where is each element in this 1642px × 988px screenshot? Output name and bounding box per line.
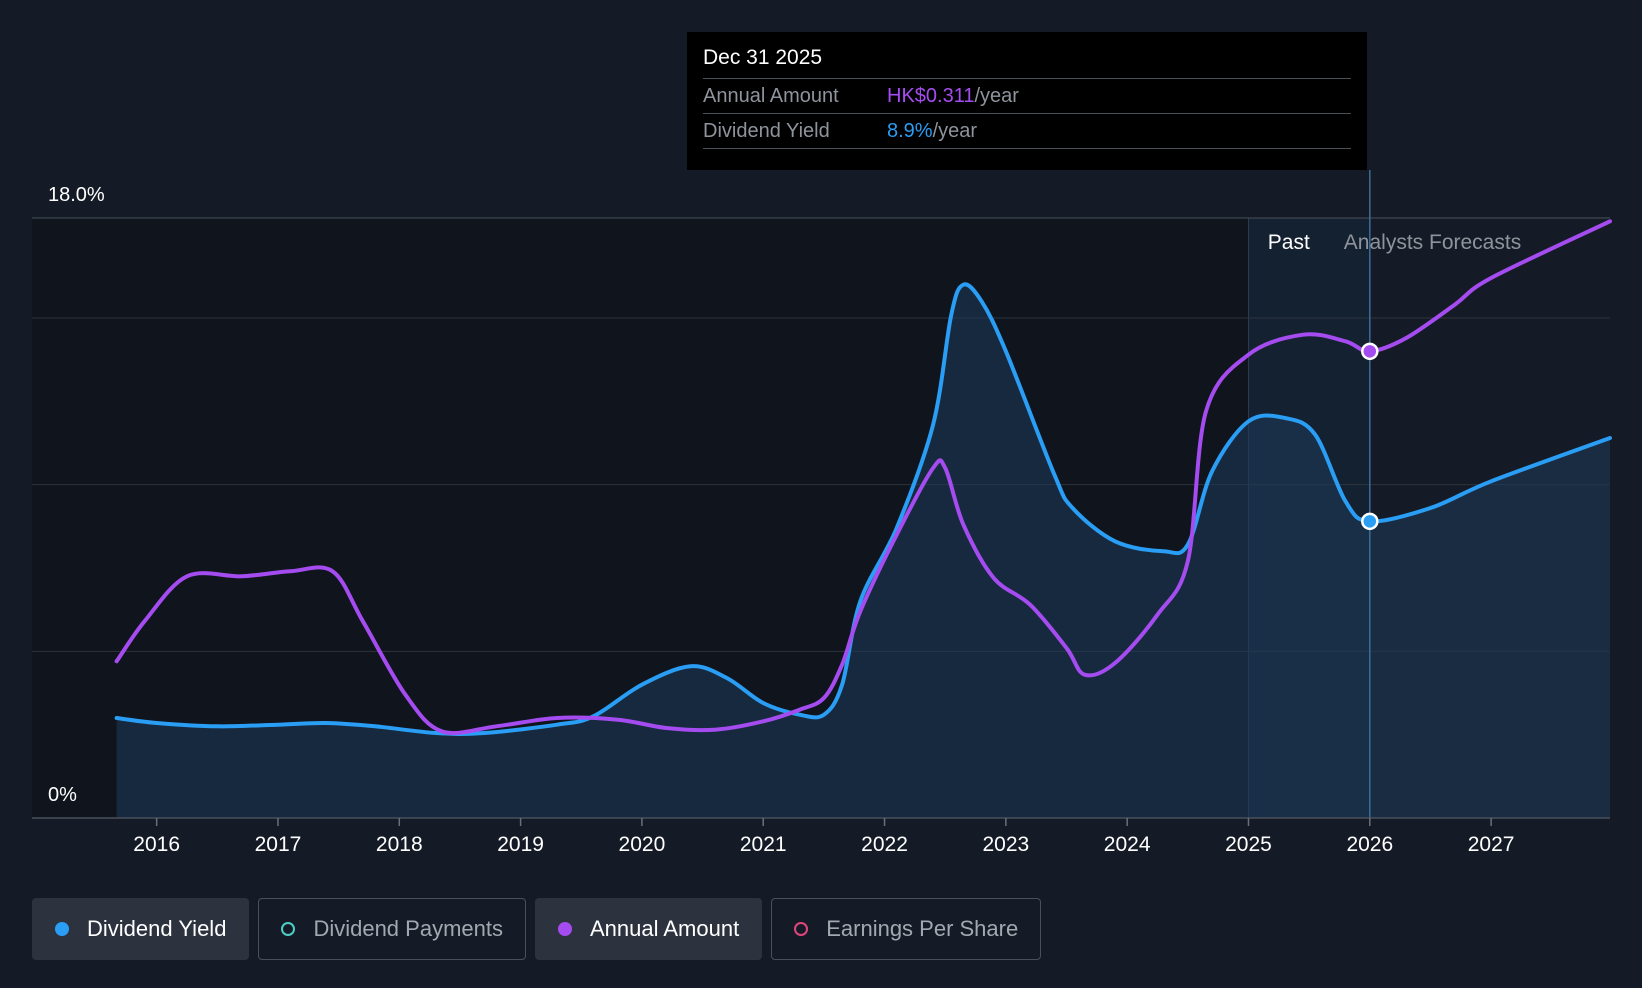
x-tick-label: 2027 [1468, 833, 1515, 856]
tooltip-annual-amount-value: HK$0.311 [887, 85, 975, 107]
legend-dividend-yield-label: Dividend Yield [87, 916, 227, 941]
tooltip-date: Dec 31 2025 [703, 46, 823, 69]
y-tick-label-bottom: 0% [48, 784, 77, 806]
annual-amount-dot-icon [557, 922, 572, 936]
y-tick-label-top: 18.0% [48, 184, 105, 206]
legend-dividend-payments-button[interactable]: Dividend Payments [258, 898, 526, 960]
x-tick-label: 2019 [497, 833, 544, 856]
tooltip: Dec 31 2025 Annual Amount HK$0.311 /year… [687, 32, 1367, 170]
analysts-forecasts-label: Analysts Forecasts [1344, 231, 1521, 254]
dividend-payments-ring-icon [281, 922, 296, 936]
past-label: Past [1268, 231, 1310, 254]
dividend-yield-dot-icon [55, 922, 69, 936]
tooltip-annual-amount-row: Annual Amount HK$0.311 /year [703, 78, 1351, 113]
tooltip-dividend-yield-label: Dividend Yield [703, 120, 830, 142]
annual-amount-line [114, 219, 1612, 736]
tooltip-dividend-yield-value: 8.9% [887, 120, 933, 142]
x-tick-label: 2026 [1346, 833, 1393, 856]
x-tick-label: 2017 [255, 833, 302, 856]
legend-dividend-payments-label: Dividend Payments [313, 916, 503, 941]
legend-annual-amount-label: Annual Amount [589, 916, 740, 941]
legend-dividend-yield-button[interactable]: Dividend Yield [32, 898, 250, 960]
annual-amount-marker [1361, 342, 1379, 361]
tooltip-annual-amount-label: Annual Amount [703, 85, 839, 107]
tooltip-dividend-yield-unit: /year [932, 120, 978, 142]
legend-earnings-per-share-label: Earnings Per Share [826, 916, 1019, 941]
x-tick-label: 2024 [1104, 833, 1151, 856]
x-tick-label: 2022 [861, 833, 908, 856]
x-tick-label: 2025 [1225, 833, 1272, 856]
x-tick-label: 2020 [619, 833, 666, 856]
dividend-yield-marker [1361, 512, 1379, 531]
legend: Dividend Yield Dividend Payments Annual … [32, 898, 1050, 960]
legend-annual-amount-button[interactable]: Annual Amount [534, 898, 763, 960]
x-tick-label: 2023 [982, 833, 1029, 856]
x-tick-label: 2018 [376, 833, 423, 856]
legend-earnings-per-share-button[interactable]: Earnings Per Share [771, 898, 1042, 960]
tooltip-dividend-yield-row: Dividend Yield 8.9% /year [703, 113, 1351, 149]
dividend-yield-area [116, 284, 1611, 818]
x-tick-label: 2016 [133, 833, 180, 856]
earnings-per-share-ring-icon [794, 922, 809, 936]
x-tick-label: 2021 [740, 833, 787, 856]
tooltip-annual-amount-unit: /year [974, 85, 1019, 107]
